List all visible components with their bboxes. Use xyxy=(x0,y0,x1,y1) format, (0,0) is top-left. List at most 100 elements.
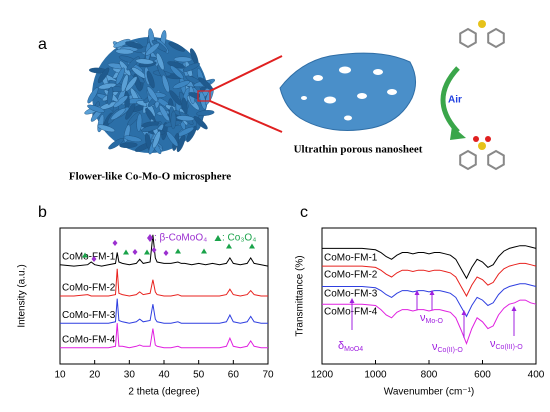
panel-label: b xyxy=(38,204,47,221)
series-line xyxy=(322,299,537,346)
petal xyxy=(110,108,126,121)
petal xyxy=(115,48,134,55)
petal xyxy=(158,105,170,122)
petal xyxy=(97,67,110,84)
series-label: CoMo-FM-4 xyxy=(324,307,378,318)
petal xyxy=(135,58,154,65)
series-line xyxy=(60,323,268,349)
petal xyxy=(172,80,191,89)
ring xyxy=(459,27,477,49)
oxygen xyxy=(485,136,491,142)
x-tick-label: 60 xyxy=(228,370,240,381)
petal xyxy=(113,95,129,108)
x-tick-label: 600 xyxy=(474,370,491,381)
arrow-head xyxy=(511,306,517,311)
annotation-symbol: ν xyxy=(432,341,438,353)
petal xyxy=(166,131,179,147)
annotation: νCo(II)-O xyxy=(432,341,463,354)
petal xyxy=(169,90,182,106)
peak-marker xyxy=(112,240,118,246)
panel-label: a xyxy=(38,36,47,53)
annotation-symbol: ν xyxy=(420,312,426,324)
petal xyxy=(141,124,160,133)
ring xyxy=(487,149,505,171)
annotation: νCo(III)-O xyxy=(490,338,523,351)
peak-marker xyxy=(132,249,138,255)
annotation-sub: Co(II)-O xyxy=(438,347,464,354)
petal xyxy=(125,76,138,92)
petal xyxy=(123,135,142,143)
series-line xyxy=(60,268,268,297)
sulfur xyxy=(478,20,486,28)
annotation-sub: Mo-O xyxy=(426,318,444,325)
annotation-symbol: δ xyxy=(338,340,344,352)
series-label: CoMo-FM-3 xyxy=(62,310,116,321)
series-label: CoMo-FM-4 xyxy=(62,334,116,345)
petal xyxy=(115,67,125,85)
sulfur xyxy=(478,142,486,150)
charts: b 10 20 30 40 50 60 70 2 theta (degree) Intensity… xyxy=(17,204,545,397)
zoom-line xyxy=(209,100,283,133)
petal xyxy=(106,86,114,105)
petal xyxy=(87,87,99,104)
caption: Flower-like Co-Mo-O microsphere xyxy=(69,171,231,183)
series-label: CoMo-FM-2 xyxy=(62,283,116,294)
legend-marker xyxy=(214,235,222,241)
series-label: CoMo-FM-1 xyxy=(62,251,116,262)
x-tick-label: 20 xyxy=(89,370,101,381)
petal xyxy=(119,142,138,149)
petal xyxy=(170,65,184,80)
peak-marker xyxy=(163,250,169,256)
ring xyxy=(459,149,477,171)
petal xyxy=(168,42,186,52)
petal xyxy=(108,138,124,150)
zoom-box xyxy=(197,90,211,102)
peak-marker xyxy=(226,243,232,249)
annotation: δMoO4 xyxy=(338,340,363,353)
molecule xyxy=(459,136,505,171)
x-tick-label: 30 xyxy=(124,370,136,381)
series-line xyxy=(322,283,537,318)
arrow-head xyxy=(414,290,420,295)
petal xyxy=(146,86,159,103)
petal xyxy=(196,110,215,116)
y-axis-label: Intensity (a.u.) xyxy=(17,264,28,327)
arrow-head xyxy=(429,290,435,295)
arrow-label: Air xyxy=(448,95,462,106)
y-axis-label: Transmittance (%) xyxy=(295,255,306,336)
x-tick-label: 400 xyxy=(528,370,545,381)
microsphere xyxy=(84,28,216,155)
chart: c 1200 1000 800 600 400 Wavenumber (cm⁻¹) Trans… xyxy=(295,204,545,397)
petal xyxy=(146,70,155,89)
petal xyxy=(125,41,143,49)
series-label: CoMo-FM-2 xyxy=(324,270,378,281)
petal xyxy=(176,115,195,122)
x-tick-label: 70 xyxy=(262,370,274,381)
petal xyxy=(97,124,116,133)
petal xyxy=(156,52,165,71)
peak-marker xyxy=(91,256,97,262)
petal xyxy=(151,40,168,52)
petal xyxy=(136,113,143,132)
series-line xyxy=(59,234,269,267)
peak-marker xyxy=(144,249,150,255)
caption: Ultrathin porous nanosheet xyxy=(294,144,423,156)
molecule xyxy=(459,20,505,49)
petal xyxy=(87,104,105,113)
arrow-head xyxy=(450,126,466,140)
panel-label: c xyxy=(300,204,308,221)
arrow-head xyxy=(461,310,467,315)
series-label: CoMo-FM-3 xyxy=(324,289,378,300)
oxygen xyxy=(473,136,479,142)
annotation: νMo-O xyxy=(420,312,444,325)
petal xyxy=(173,56,193,63)
zoom-line xyxy=(209,55,283,92)
reaction-arrow xyxy=(440,66,460,134)
ring xyxy=(487,27,505,49)
petal xyxy=(182,62,200,72)
x-axis-label: 2 theta (degree) xyxy=(128,387,199,398)
petal xyxy=(152,130,161,149)
chart: b 10 20 30 40 50 60 70 2 theta (degree) Intensity… xyxy=(17,204,274,397)
annotation-symbol: ν xyxy=(490,338,496,350)
